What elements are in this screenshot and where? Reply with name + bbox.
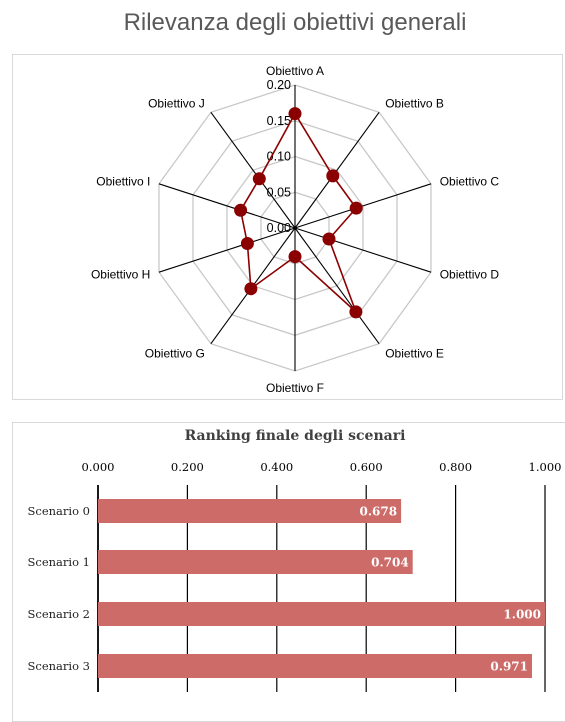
bar-category-label: Scenario 0 <box>28 504 90 518</box>
bar-value-label: 0.678 <box>360 505 398 519</box>
radar-chart-title: Rilevanza degli obiettivi generali <box>123 9 467 36</box>
radar-label-obiettivo-d: Obiettivo D <box>440 267 500 281</box>
bar-category-labels: Scenario 0 Scenario 1 Scenario 2 Scenario 3 <box>28 504 90 673</box>
bar-category-label: Scenario 1 <box>28 555 90 569</box>
radar-series <box>234 107 363 319</box>
radar-label-obiettivo-g: Obiettivo G <box>145 346 205 360</box>
radar-tick-label: 0.00 <box>267 221 291 235</box>
radar-point-obiettivo-a <box>288 107 302 121</box>
radar-axis-obiettivo-c <box>294 183 432 229</box>
bar-value-label: 0.971 <box>490 660 528 674</box>
radar-chart: 0.000.050.100.150.20 Obiettivo AObiettiv… <box>91 64 499 395</box>
radar-chart-frame <box>12 54 563 400</box>
radar-point-obiettivo-h <box>240 237 254 250</box>
bar-scenario-3 <box>98 654 532 678</box>
bar-scenario-2 <box>98 602 545 626</box>
bar-tick-label: 0.000 <box>82 460 115 474</box>
bar-scenario-1 <box>98 550 413 574</box>
radar-point-obiettivo-i <box>234 203 248 217</box>
radar-label-obiettivo-c: Obiettivo C <box>440 175 500 189</box>
radar-tick-label: 0.20 <box>267 78 291 92</box>
bar-tick-label: 0.200 <box>171 460 204 474</box>
radar-point-obiettivo-f <box>288 250 302 264</box>
radar-tick-label: 0.05 <box>267 185 291 199</box>
bar-tick-label: 0.800 <box>439 460 472 474</box>
bar-scenario-0 <box>98 499 402 523</box>
radar-axis-obiettivo-i <box>158 183 296 229</box>
radar-label-obiettivo-b: Obiettivo B <box>385 97 444 111</box>
radar-point-obiettivo-e <box>349 305 363 319</box>
radar-label-obiettivo-i: Obiettivo I <box>96 175 150 189</box>
radar-point-obiettivo-b <box>326 169 340 183</box>
radar-label-obiettivo-h: Obiettivo H <box>91 267 150 281</box>
radar-tick-labels: 0.000.050.100.150.20 <box>267 78 291 235</box>
radar-axis-obiettivo-b <box>294 111 380 229</box>
radar-axis-obiettivo-h <box>158 227 296 273</box>
bar-tick-labels: 0.000 0.200 0.400 0.600 0.800 1.000 <box>82 460 562 474</box>
radar-axis-obiettivo-d <box>294 227 432 273</box>
radar-label-obiettivo-e: Obiettivo E <box>385 346 444 360</box>
radar-axis-obiettivo-e <box>294 227 380 345</box>
radar-category-labels: Obiettivo A Obiettivo B Obiettivo C Obietti… <box>91 64 499 395</box>
radar-label-obiettivo-f: Obiettivo F <box>266 381 324 395</box>
bar-tick-label: 0.600 <box>350 460 383 474</box>
radar-point-obiettivo-d <box>322 232 336 246</box>
bar-value-label: 1.000 <box>503 608 541 622</box>
bar-category-label: Scenario 3 <box>28 659 90 673</box>
radar-axis-obiettivo-j <box>210 111 296 229</box>
radar-point-obiettivo-g <box>244 282 258 296</box>
bar-series <box>98 499 545 678</box>
bar-value-labels: 0.678 0.704 1.000 0.971 <box>360 505 541 674</box>
bar-chart-title: Ranking finale degli scenari <box>184 428 406 444</box>
radar-point-obiettivo-c <box>349 201 363 215</box>
radar-point-obiettivo-j <box>252 172 266 186</box>
bar-tick-label: 0.400 <box>260 460 293 474</box>
bar-chart: 0.000 0.200 0.400 0.600 0.800 1.000 Scenario … <box>28 460 562 692</box>
bar-tick-label: 1.000 <box>529 460 562 474</box>
radar-label-obiettivo-a: Obiettivo A <box>266 64 324 78</box>
bar-value-label: 0.704 <box>371 556 409 570</box>
bar-category-label: Scenario 2 <box>28 607 90 621</box>
radar-tick-label: 0.15 <box>267 114 291 128</box>
radar-label-obiettivo-j: Obiettivo J <box>148 97 205 111</box>
